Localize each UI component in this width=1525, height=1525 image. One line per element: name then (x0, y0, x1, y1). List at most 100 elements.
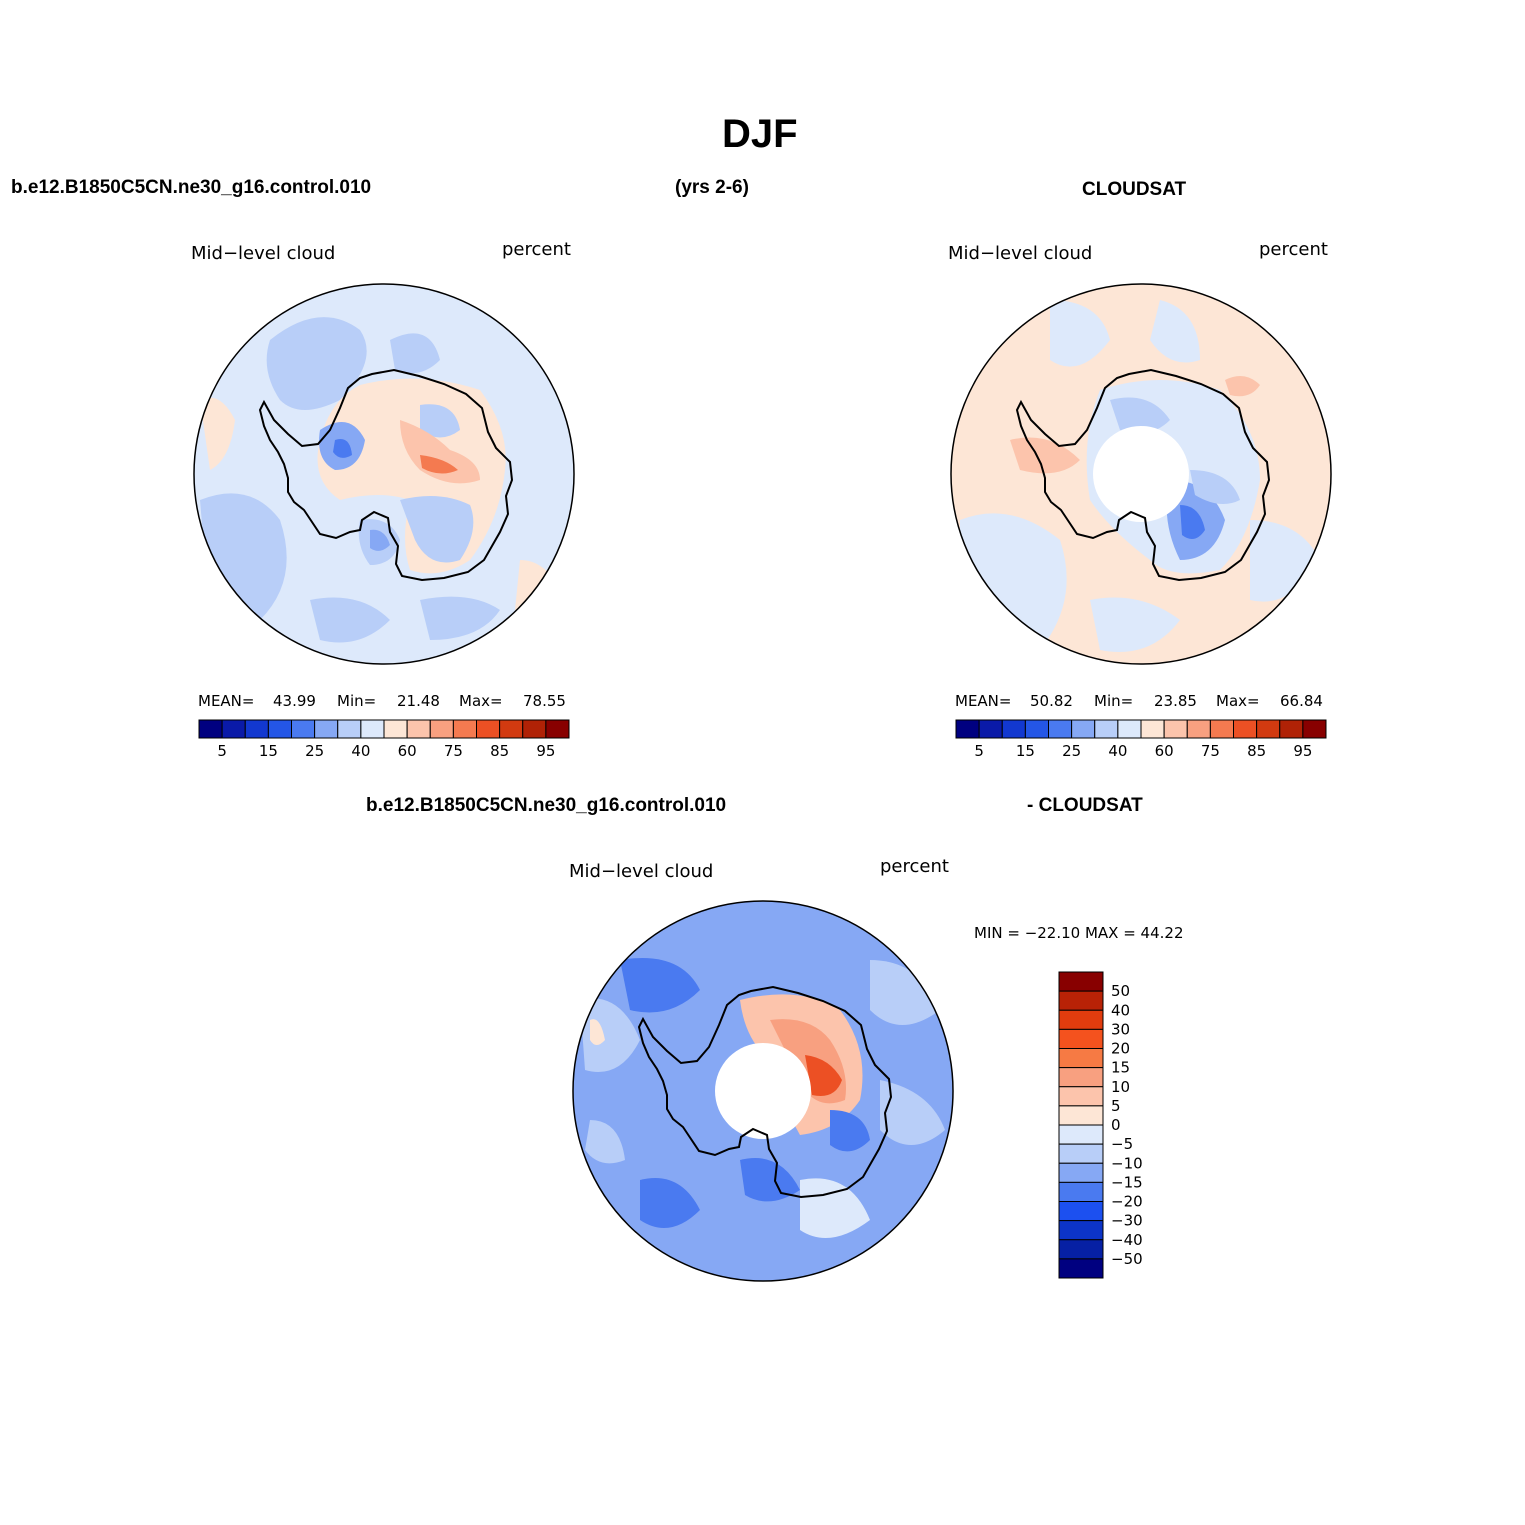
colorbar-swatch (1058, 1220, 1104, 1241)
colorbar-swatch (1058, 1009, 1104, 1030)
panel-3-contour (580, 998, 640, 1072)
case-name-label: b.e12.B1850C5CN.ne30_g16.control.010 (11, 177, 372, 198)
panel-3-map (572, 900, 954, 1282)
colorbar-swatch (499, 719, 524, 739)
diff-case-name-label: b.e12.B1850C5CN.ne30_g16.control.010 (366, 795, 727, 816)
colorbar-tick-label: 20 (1111, 1040, 1130, 1058)
panel-1-contour (390, 333, 440, 374)
colorbar-swatch (429, 719, 454, 739)
panel-3-contour (880, 1080, 945, 1145)
colorbar-tick-label: 85 (490, 742, 509, 760)
colorbar-tick-label: 0 (1111, 1116, 1121, 1134)
panel-3-contour (805, 1055, 842, 1096)
colorbar-swatch (1058, 1124, 1104, 1145)
colorbar-swatch (1058, 1258, 1104, 1279)
colorbar-tick-label: 15 (259, 742, 278, 760)
panel-1-min-label: Min= (337, 692, 377, 710)
colorbar-swatch (1058, 1028, 1104, 1049)
colorbar-swatch (1058, 1201, 1104, 1222)
colorbar-tick-label: 30 (1111, 1020, 1130, 1038)
colorbar-swatch (1058, 1048, 1104, 1069)
panel-3-units: percent (880, 856, 949, 877)
panel-2-contour (1150, 300, 1200, 363)
colorbar-tick-label: 15 (1111, 1059, 1130, 1077)
colorbar-swatch (221, 719, 246, 739)
panel-1-mean-value: 43.99 (273, 692, 316, 710)
colorbar-swatch (267, 719, 292, 739)
panel-2-missing-data-hole (1093, 426, 1189, 522)
colorbar-swatch (1058, 1105, 1104, 1126)
panel-1-map-border (193, 283, 575, 665)
panel-1-contour (266, 317, 367, 410)
colorbar-tick-label: −10 (1111, 1154, 1143, 1172)
panel-3-contour (585, 1120, 625, 1164)
colorbar-swatch (1233, 719, 1258, 739)
colorbar-tick-label: −30 (1111, 1212, 1143, 1230)
panel-2-map-border (950, 283, 1332, 665)
panel-2-contour (1050, 300, 1110, 367)
panel-3-contour (870, 960, 940, 1025)
panel-3-missing-data-hole (715, 1043, 811, 1139)
panel-1-contour (310, 597, 390, 643)
panel-1-contour (400, 496, 474, 563)
figure-title: DJF (722, 112, 798, 156)
colorbar-swatch (337, 719, 362, 739)
panel-3-stats: MIN = −22.10 MAX = 44.22 (974, 924, 1184, 942)
colorbar-swatch (1058, 1143, 1104, 1164)
colorbar-swatch (1058, 1239, 1104, 1260)
colorbar-tick-label: −20 (1111, 1193, 1143, 1211)
panel-1-mean-label: MEAN= (198, 692, 255, 710)
panel-2-colorbar: 5 15 25 40 60 75 85 95 (955, 719, 1327, 760)
colorbar-swatch (198, 719, 223, 739)
colorbar-swatch (978, 719, 1003, 739)
panel-2-contour (1110, 397, 1170, 434)
colorbar-swatch (1256, 719, 1281, 739)
colorbar-swatch (1302, 719, 1327, 739)
panel-1-contour (333, 439, 352, 458)
panel-1-contour (420, 455, 458, 474)
colorbar-swatch (1058, 1086, 1104, 1107)
panel-2-max-value: 66.84 (1280, 692, 1323, 710)
panel-3-contour (590, 1019, 605, 1045)
panel-2-contour (1180, 505, 1205, 539)
colorbar-tick-label: 15 (1016, 742, 1035, 760)
colorbar-tick-label: −15 (1111, 1173, 1143, 1191)
colorbar-swatch (1186, 719, 1211, 739)
colorbar-tick-label: −5 (1111, 1135, 1133, 1153)
panel-1-units: percent (502, 239, 571, 260)
colorbar-swatch (291, 719, 316, 739)
colorbar-tick-label: 25 (305, 742, 324, 760)
panel-2-variable: Mid−level cloud (948, 243, 1093, 264)
colorbar-swatch (1024, 719, 1049, 739)
colorbar-swatch (476, 719, 501, 739)
panel-3-contour (740, 1158, 800, 1202)
panel-2-contour (1090, 597, 1180, 652)
panel-1-contour (370, 529, 390, 551)
colorbar-swatch (244, 719, 269, 739)
colorbar-tick-label: 75 (1201, 742, 1220, 760)
colorbar-tick-label: −50 (1111, 1250, 1143, 1268)
colorbar-tick-label: 40 (351, 742, 370, 760)
colorbar-swatch (955, 719, 980, 739)
panel-3-contour (830, 1110, 870, 1152)
colorbar-tick-label: 95 (1293, 742, 1312, 760)
colorbar-swatch (1001, 719, 1026, 739)
panel-1-min-value: 21.48 (397, 692, 440, 710)
panel-2-mean-label: MEAN= (955, 692, 1012, 710)
colorbar-swatch (1163, 719, 1188, 739)
colorbar-tick-label: 5 (1111, 1097, 1121, 1115)
colorbar-tick-label: 10 (1111, 1078, 1130, 1096)
colorbar-tick-label: 5 (974, 742, 984, 760)
colorbar-swatch (1209, 719, 1234, 739)
colorbar-swatch (545, 719, 570, 739)
panel-2-map (950, 283, 1332, 665)
panel-2-contour (960, 513, 1067, 650)
colorbar-swatch (406, 719, 431, 739)
panel-1-contour (200, 397, 235, 470)
colorbar-swatch (1140, 719, 1165, 739)
colorbar-swatch (360, 719, 385, 739)
colorbar-tick-label: 5 (217, 742, 227, 760)
colorbar-swatch (1048, 719, 1073, 739)
panel-3-contour (620, 958, 700, 1013)
